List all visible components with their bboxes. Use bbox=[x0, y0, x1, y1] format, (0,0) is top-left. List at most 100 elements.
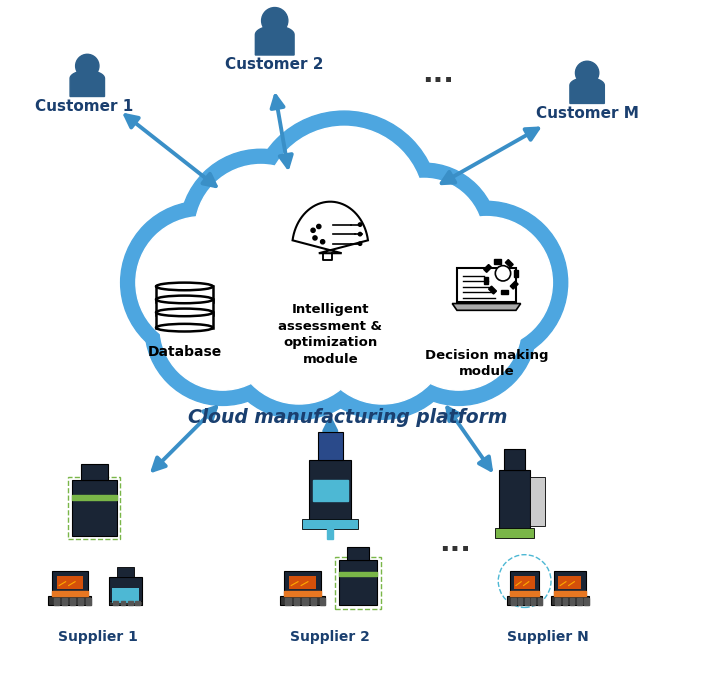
Bar bbox=[57, 576, 83, 590]
Ellipse shape bbox=[156, 309, 213, 316]
Bar bbox=[570, 598, 574, 604]
Text: ...: ... bbox=[422, 60, 454, 89]
Bar bbox=[70, 598, 75, 604]
Bar bbox=[61, 598, 67, 604]
Circle shape bbox=[322, 194, 512, 385]
Circle shape bbox=[576, 61, 599, 84]
Bar bbox=[294, 598, 299, 604]
Bar bbox=[505, 259, 513, 268]
Bar bbox=[510, 591, 539, 596]
Circle shape bbox=[145, 250, 301, 406]
Circle shape bbox=[218, 257, 380, 420]
Circle shape bbox=[381, 250, 536, 406]
Bar bbox=[538, 598, 542, 604]
Polygon shape bbox=[70, 70, 105, 96]
Bar bbox=[320, 598, 325, 604]
Text: Intelligent
assessment &
optimization
module: Intelligent assessment & optimization mo… bbox=[278, 303, 382, 366]
Circle shape bbox=[301, 257, 463, 420]
Circle shape bbox=[121, 201, 283, 364]
Circle shape bbox=[421, 217, 552, 348]
Circle shape bbox=[350, 163, 498, 312]
Circle shape bbox=[233, 272, 365, 404]
Bar bbox=[484, 264, 492, 273]
Circle shape bbox=[365, 178, 483, 296]
Circle shape bbox=[311, 228, 315, 232]
Text: Supplier 2: Supplier 2 bbox=[291, 629, 370, 643]
Bar bbox=[302, 598, 308, 604]
Polygon shape bbox=[570, 77, 604, 103]
Polygon shape bbox=[452, 304, 521, 310]
Bar bbox=[112, 588, 139, 604]
Bar bbox=[318, 432, 343, 459]
Bar bbox=[514, 270, 518, 277]
Bar bbox=[128, 602, 133, 605]
Bar bbox=[335, 557, 380, 609]
Text: Customer 1: Customer 1 bbox=[35, 98, 133, 114]
Circle shape bbox=[317, 272, 448, 404]
Bar bbox=[562, 598, 567, 604]
Bar bbox=[508, 596, 542, 606]
Bar bbox=[457, 268, 516, 302]
Bar bbox=[78, 598, 83, 604]
Circle shape bbox=[359, 232, 362, 236]
Bar bbox=[313, 480, 348, 501]
Bar bbox=[510, 571, 539, 596]
Circle shape bbox=[195, 164, 327, 296]
Bar bbox=[531, 598, 536, 604]
Circle shape bbox=[405, 201, 568, 364]
Bar bbox=[584, 598, 589, 604]
Circle shape bbox=[317, 224, 321, 229]
Text: Supplier N: Supplier N bbox=[507, 629, 589, 643]
Circle shape bbox=[359, 242, 362, 245]
Bar bbox=[86, 598, 91, 604]
Bar bbox=[156, 312, 213, 328]
Bar bbox=[511, 598, 515, 604]
Bar bbox=[54, 598, 59, 604]
Circle shape bbox=[265, 126, 424, 286]
Circle shape bbox=[495, 266, 510, 281]
Bar bbox=[494, 259, 501, 263]
Bar bbox=[52, 591, 88, 596]
Bar bbox=[328, 522, 333, 539]
Text: Database: Database bbox=[147, 345, 221, 359]
Text: Decision making
module: Decision making module bbox=[424, 348, 548, 378]
Circle shape bbox=[176, 194, 367, 385]
Circle shape bbox=[246, 191, 442, 388]
Bar bbox=[289, 576, 316, 590]
Bar bbox=[108, 601, 142, 606]
Bar bbox=[577, 598, 581, 604]
Bar bbox=[346, 546, 369, 560]
Circle shape bbox=[337, 210, 497, 369]
Bar bbox=[81, 464, 108, 480]
Polygon shape bbox=[255, 26, 294, 55]
Circle shape bbox=[261, 206, 427, 373]
Bar bbox=[514, 576, 535, 590]
Bar bbox=[48, 596, 91, 606]
Bar bbox=[52, 571, 88, 596]
Bar bbox=[504, 449, 525, 470]
Text: Customer 2: Customer 2 bbox=[226, 57, 324, 72]
Circle shape bbox=[313, 236, 317, 240]
Circle shape bbox=[179, 149, 342, 312]
Bar bbox=[108, 576, 142, 606]
Ellipse shape bbox=[156, 324, 213, 332]
Bar bbox=[499, 470, 529, 533]
Text: Customer M: Customer M bbox=[536, 105, 638, 121]
Ellipse shape bbox=[156, 282, 213, 290]
Circle shape bbox=[359, 223, 362, 227]
Ellipse shape bbox=[156, 296, 213, 303]
Circle shape bbox=[136, 217, 268, 348]
Bar bbox=[529, 477, 544, 526]
Bar bbox=[156, 300, 213, 314]
Circle shape bbox=[76, 54, 99, 77]
Bar bbox=[114, 602, 118, 605]
Bar bbox=[280, 596, 325, 606]
Circle shape bbox=[320, 240, 325, 244]
Bar bbox=[121, 602, 126, 605]
Bar bbox=[525, 598, 529, 604]
Bar bbox=[311, 598, 317, 604]
Bar bbox=[551, 596, 589, 606]
Bar bbox=[495, 528, 534, 538]
Bar bbox=[339, 572, 377, 576]
Text: ...: ... bbox=[440, 529, 471, 557]
